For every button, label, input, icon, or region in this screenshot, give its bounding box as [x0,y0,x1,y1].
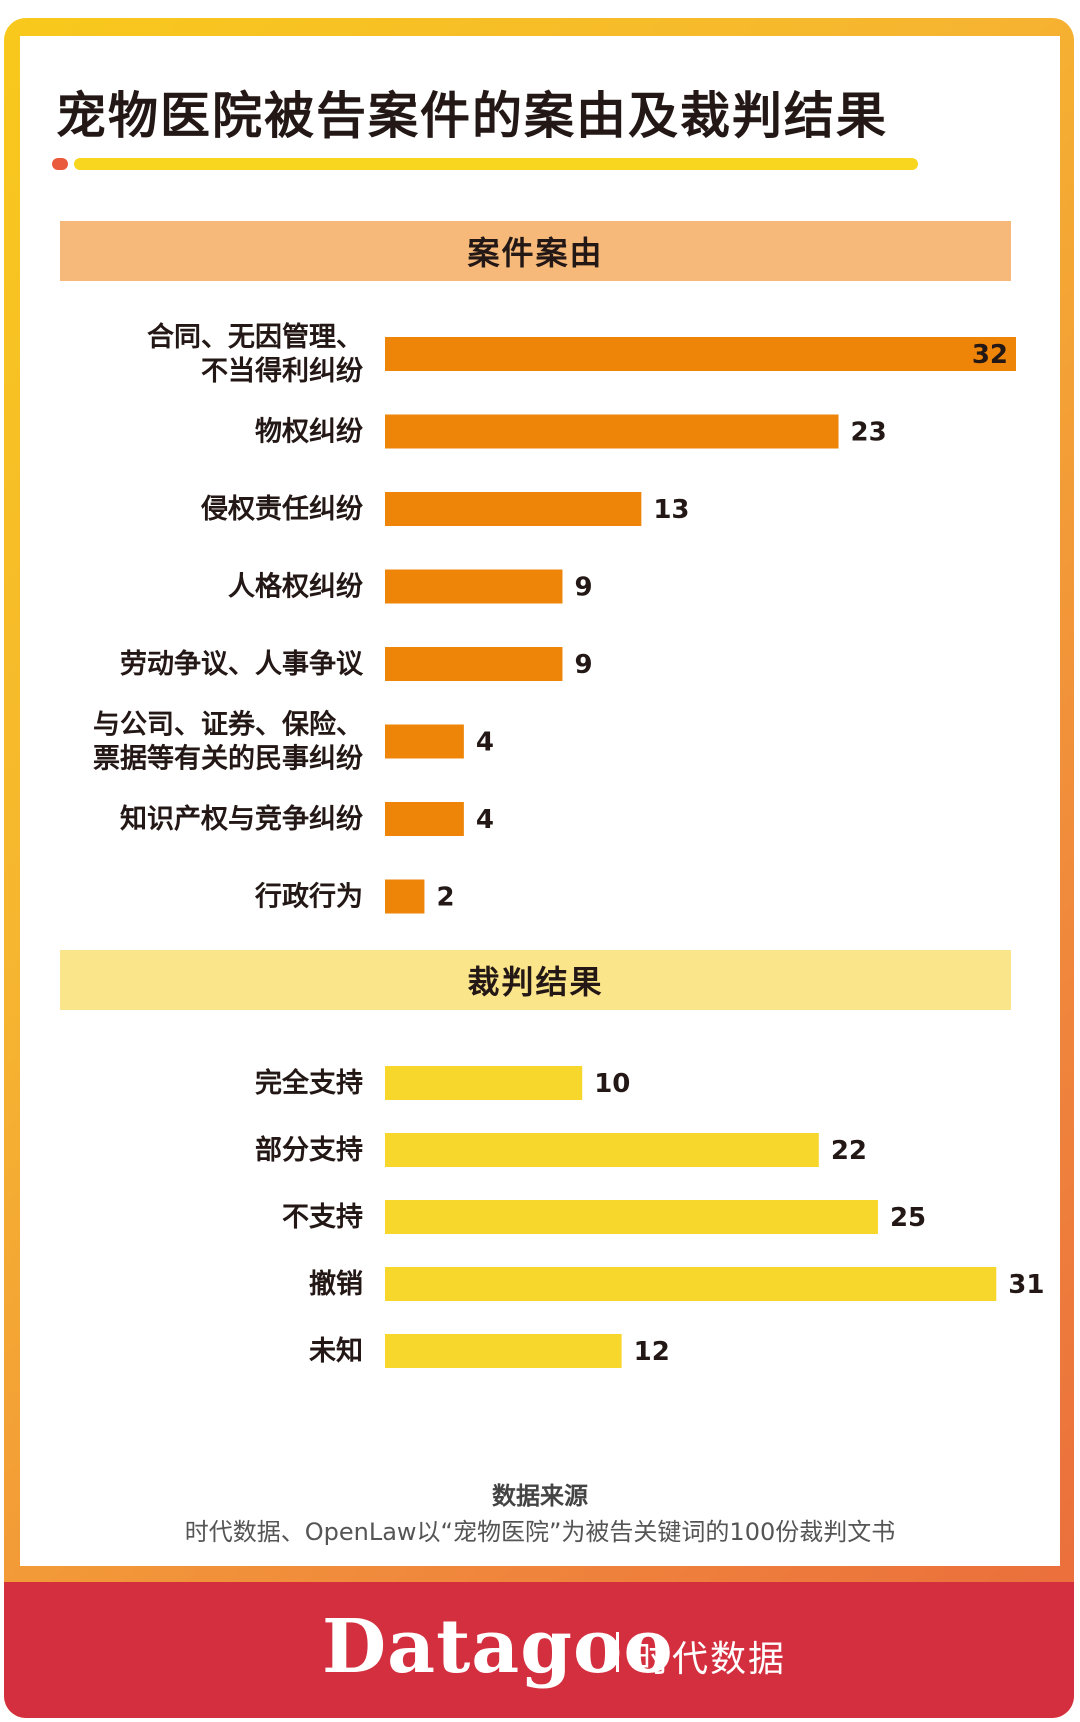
bar-1 [385,414,839,449]
value-label: 25 [890,1203,926,1233]
source-title: 数据来源 [492,1482,588,1510]
bar-6 [385,802,464,836]
category-label: 物权纠纷 [255,416,363,448]
bar-3 [385,569,563,604]
value-label: 9 [574,650,592,680]
judgment-result-bar-chart: 完全支持 10 部分支持 22 不支持 25 撤销 31 未知 12 [255,1066,1044,1368]
category-label: 撤销 [309,1268,363,1300]
value-label: 23 [851,418,887,448]
category-label: 部分支持 [255,1134,363,1166]
bar-3 [385,1267,997,1301]
value-label: 9 [574,573,592,603]
category-label: 人格权纠纷 [228,571,363,603]
category-label: 完全支持 [255,1067,363,1099]
source-text: 时代数据、OpenLaw以“宠物医院”为被告关键词的100份裁判文书 [184,1518,896,1546]
section-header-judgment-result: 裁判结果 [60,950,1011,1010]
bar-0 [385,337,1016,371]
value-label: 13 [653,495,689,525]
category-label: 合同、无因管理、不当得利纠纷 [147,321,363,387]
bar-2 [385,492,642,526]
value-label: 12 [634,1337,670,1367]
category-label: 不支持 [282,1202,363,1233]
category-label: 行政行为 [254,881,363,913]
bar-5 [385,724,464,759]
bar-1 [385,1133,819,1167]
bar-7 [385,879,425,914]
bar-4 [385,1334,622,1368]
footer-brand-name: 时代数据 [634,1639,787,1680]
case-cause-bar-chart: 合同、无因管理、不当得利纠纷 32 物权纠纷 23 侵权责任纠纷 13 人格权纠纷 9 劳动争议… [93,321,1016,914]
value-label: 10 [594,1069,630,1099]
value-label: 2 [436,883,454,913]
value-label: 4 [476,728,494,758]
bar-4 [385,647,563,681]
category-label: 劳动争议、人事争议 [120,649,364,680]
bar-2 [385,1200,878,1234]
value-label: 32 [972,340,1008,370]
datagoo-logo: Datagoo [322,1604,674,1690]
bar-0 [385,1066,583,1100]
title-underline [74,158,918,170]
value-label: 31 [1008,1270,1044,1300]
category-label: 与公司、证券、保险、票据等有关的民事纠纷 [93,709,363,775]
category-label: 知识产权与竞争纠纷 [120,803,363,835]
section-header-case-cause: 案件案由 [60,221,1011,281]
page-title: 宠物医院被告案件的案由及裁判结果 [56,87,888,145]
value-label: 22 [831,1136,867,1166]
category-label: 侵权责任纠纷 [200,493,363,525]
content-panel [20,36,1060,1566]
category-label: 未知 [309,1336,363,1367]
title-accent-dot [52,158,68,170]
value-label: 4 [476,805,494,835]
footer-bar [4,1582,1074,1718]
footer-divider [616,1632,619,1672]
